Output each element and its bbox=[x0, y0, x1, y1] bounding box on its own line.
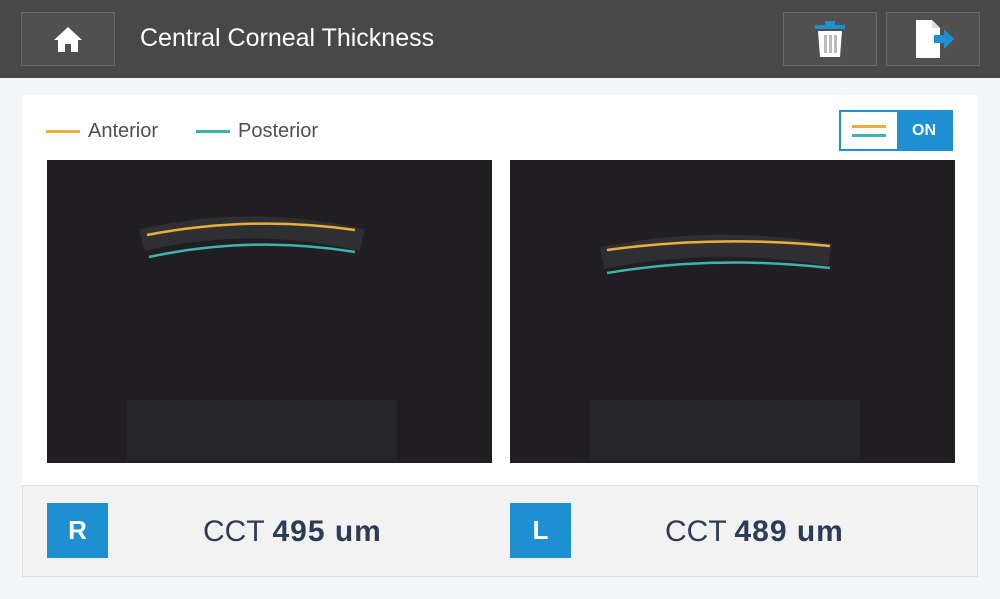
legend-label: Anterior bbox=[88, 120, 159, 142]
scan-image-left bbox=[510, 160, 955, 463]
cct-result: CCT 495 um bbox=[203, 515, 382, 549]
result-bar bbox=[22, 485, 978, 577]
toggle-label: ON bbox=[912, 121, 936, 139]
legend-posterior: Posterior bbox=[196, 120, 318, 143]
eye-badge: L bbox=[510, 503, 571, 558]
cct-value: 489 um bbox=[734, 515, 844, 548]
home-icon bbox=[54, 27, 82, 52]
eye-badge: R bbox=[47, 503, 108, 558]
export-button[interactable] bbox=[886, 12, 980, 66]
legend-anterior: Anterior bbox=[46, 120, 158, 143]
delete-button[interactable] bbox=[783, 12, 877, 66]
toggle-icon bbox=[841, 112, 897, 149]
cct-result: CCT 489 um bbox=[665, 515, 844, 549]
header-title: Central Corneal Thickness bbox=[140, 24, 435, 52]
legend-label: Posterior bbox=[238, 120, 319, 142]
home-button[interactable] bbox=[21, 12, 115, 66]
cct-label: CCT bbox=[665, 515, 727, 548]
trash-icon bbox=[815, 21, 845, 57]
export-icon bbox=[916, 20, 954, 58]
scan-image-right bbox=[47, 160, 492, 463]
cct-value: 495 um bbox=[272, 515, 382, 548]
overlay-toggle[interactable]: ON bbox=[839, 110, 953, 151]
cct-label: CCT bbox=[203, 515, 265, 548]
